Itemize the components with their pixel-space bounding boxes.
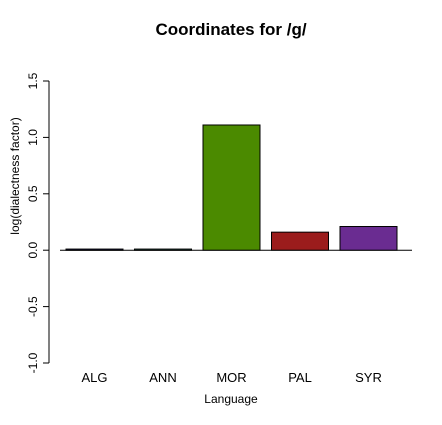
category-labels: ALG ANN MOR PAL SYR [81,370,381,385]
y-tick-label: 0.0 [26,242,40,259]
y-tick-label: 1.0 [26,129,40,146]
bar-ann [134,248,192,251]
y-axis-label: log(dialectness factor) [8,117,22,234]
bars-group [65,124,398,251]
x-category-label: SYR [355,370,382,385]
x-category-label: ALG [81,370,107,385]
x-category-label: PAL [288,370,312,385]
bar-alg [65,248,124,251]
y-tick-label: 1.5 [26,72,40,89]
y-tick-label: -1.0 [26,352,40,373]
y-axis-ticks: -1.0 -0.5 0.0 0.5 1.0 1.5 [26,72,49,373]
bar-mor [202,124,261,251]
x-axis-label: Language [204,392,258,406]
bar-syr [339,226,398,251]
chart-title: Coordinates for /g/ [155,20,306,39]
x-category-label: ANN [149,370,176,385]
y-tick-label: 0.5 [26,185,40,202]
x-category-label: MOR [216,370,246,385]
bar-pal [271,231,329,251]
y-tick-label: -0.5 [26,296,40,317]
